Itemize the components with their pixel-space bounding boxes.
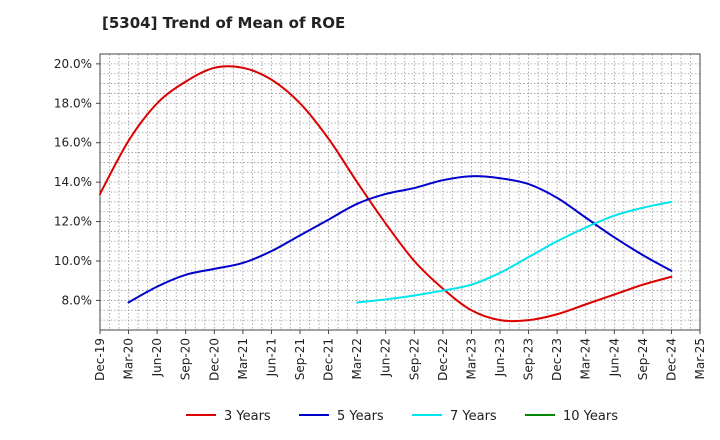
x-tick-label: Mar-22 xyxy=(350,338,364,379)
x-tick-label: Sep-23 xyxy=(522,338,536,380)
x-tick-label: Jun-22 xyxy=(379,338,393,377)
y-tick-label: 18.0% xyxy=(54,96,92,110)
legend-label-5-years: 5 Years xyxy=(337,409,384,424)
y-tick-label: 16.0% xyxy=(54,136,92,150)
y-tick-label: 8.0% xyxy=(62,293,93,307)
x-tick-label: Jun-20 xyxy=(150,338,164,377)
legend: 3 Years 5 Years 7 Years 10 Years xyxy=(186,409,618,424)
x-tick-label: Sep-20 xyxy=(179,338,193,380)
x-tick-label: Dec-19 xyxy=(93,338,107,381)
x-tick-label: Mar-21 xyxy=(236,338,250,379)
x-tick-label: Mar-23 xyxy=(464,338,478,379)
x-tick-label: Sep-21 xyxy=(293,338,307,380)
x-tick-label: Jun-24 xyxy=(607,338,621,377)
x-tick-label: Sep-22 xyxy=(407,338,421,380)
x-tick-label: Dec-23 xyxy=(550,338,564,381)
series-line-7-years xyxy=(356,200,673,304)
x-tick-label: Dec-24 xyxy=(664,338,678,381)
y-tick-label: 10.0% xyxy=(54,254,92,268)
legend-label-10-years: 10 Years xyxy=(563,409,618,424)
x-tick-label: Mar-25 xyxy=(693,338,707,379)
y-tick-label: 14.0% xyxy=(54,175,92,189)
x-tick-label: Dec-21 xyxy=(322,338,336,381)
x-tick-label: Mar-24 xyxy=(579,338,593,379)
x-tick-label: Dec-20 xyxy=(207,338,221,381)
x-tick-label: Sep-24 xyxy=(636,338,650,380)
y-tick-label: 12.0% xyxy=(54,215,92,229)
chart-title: [5304] Trend of Mean of ROE xyxy=(102,14,346,32)
x-tick-label: Jun-21 xyxy=(264,338,278,377)
y-axis-ticks: 8.0% 10.0% 12.0% 14.0% 16.0% 18.0% 20.0% xyxy=(54,57,100,307)
series-lines xyxy=(99,65,673,323)
series-line-5-years xyxy=(127,175,673,304)
y-tick-label: 20.0% xyxy=(54,57,92,71)
plot-area-frame xyxy=(99,53,701,331)
x-tick-label: Jun-23 xyxy=(493,338,507,377)
grid-lines xyxy=(100,53,700,331)
x-axis-ticks: Dec-19 Mar-20 Jun-20 Sep-20 Dec-20 Mar-21 Jun-… xyxy=(93,330,707,381)
legend-label-7-years: 7 Years xyxy=(450,409,497,424)
series-line-3-years xyxy=(99,65,673,323)
x-tick-label: Dec-22 xyxy=(436,338,450,381)
x-tick-label: Mar-20 xyxy=(122,338,136,379)
legend-label-3-years: 3 Years xyxy=(224,409,271,424)
